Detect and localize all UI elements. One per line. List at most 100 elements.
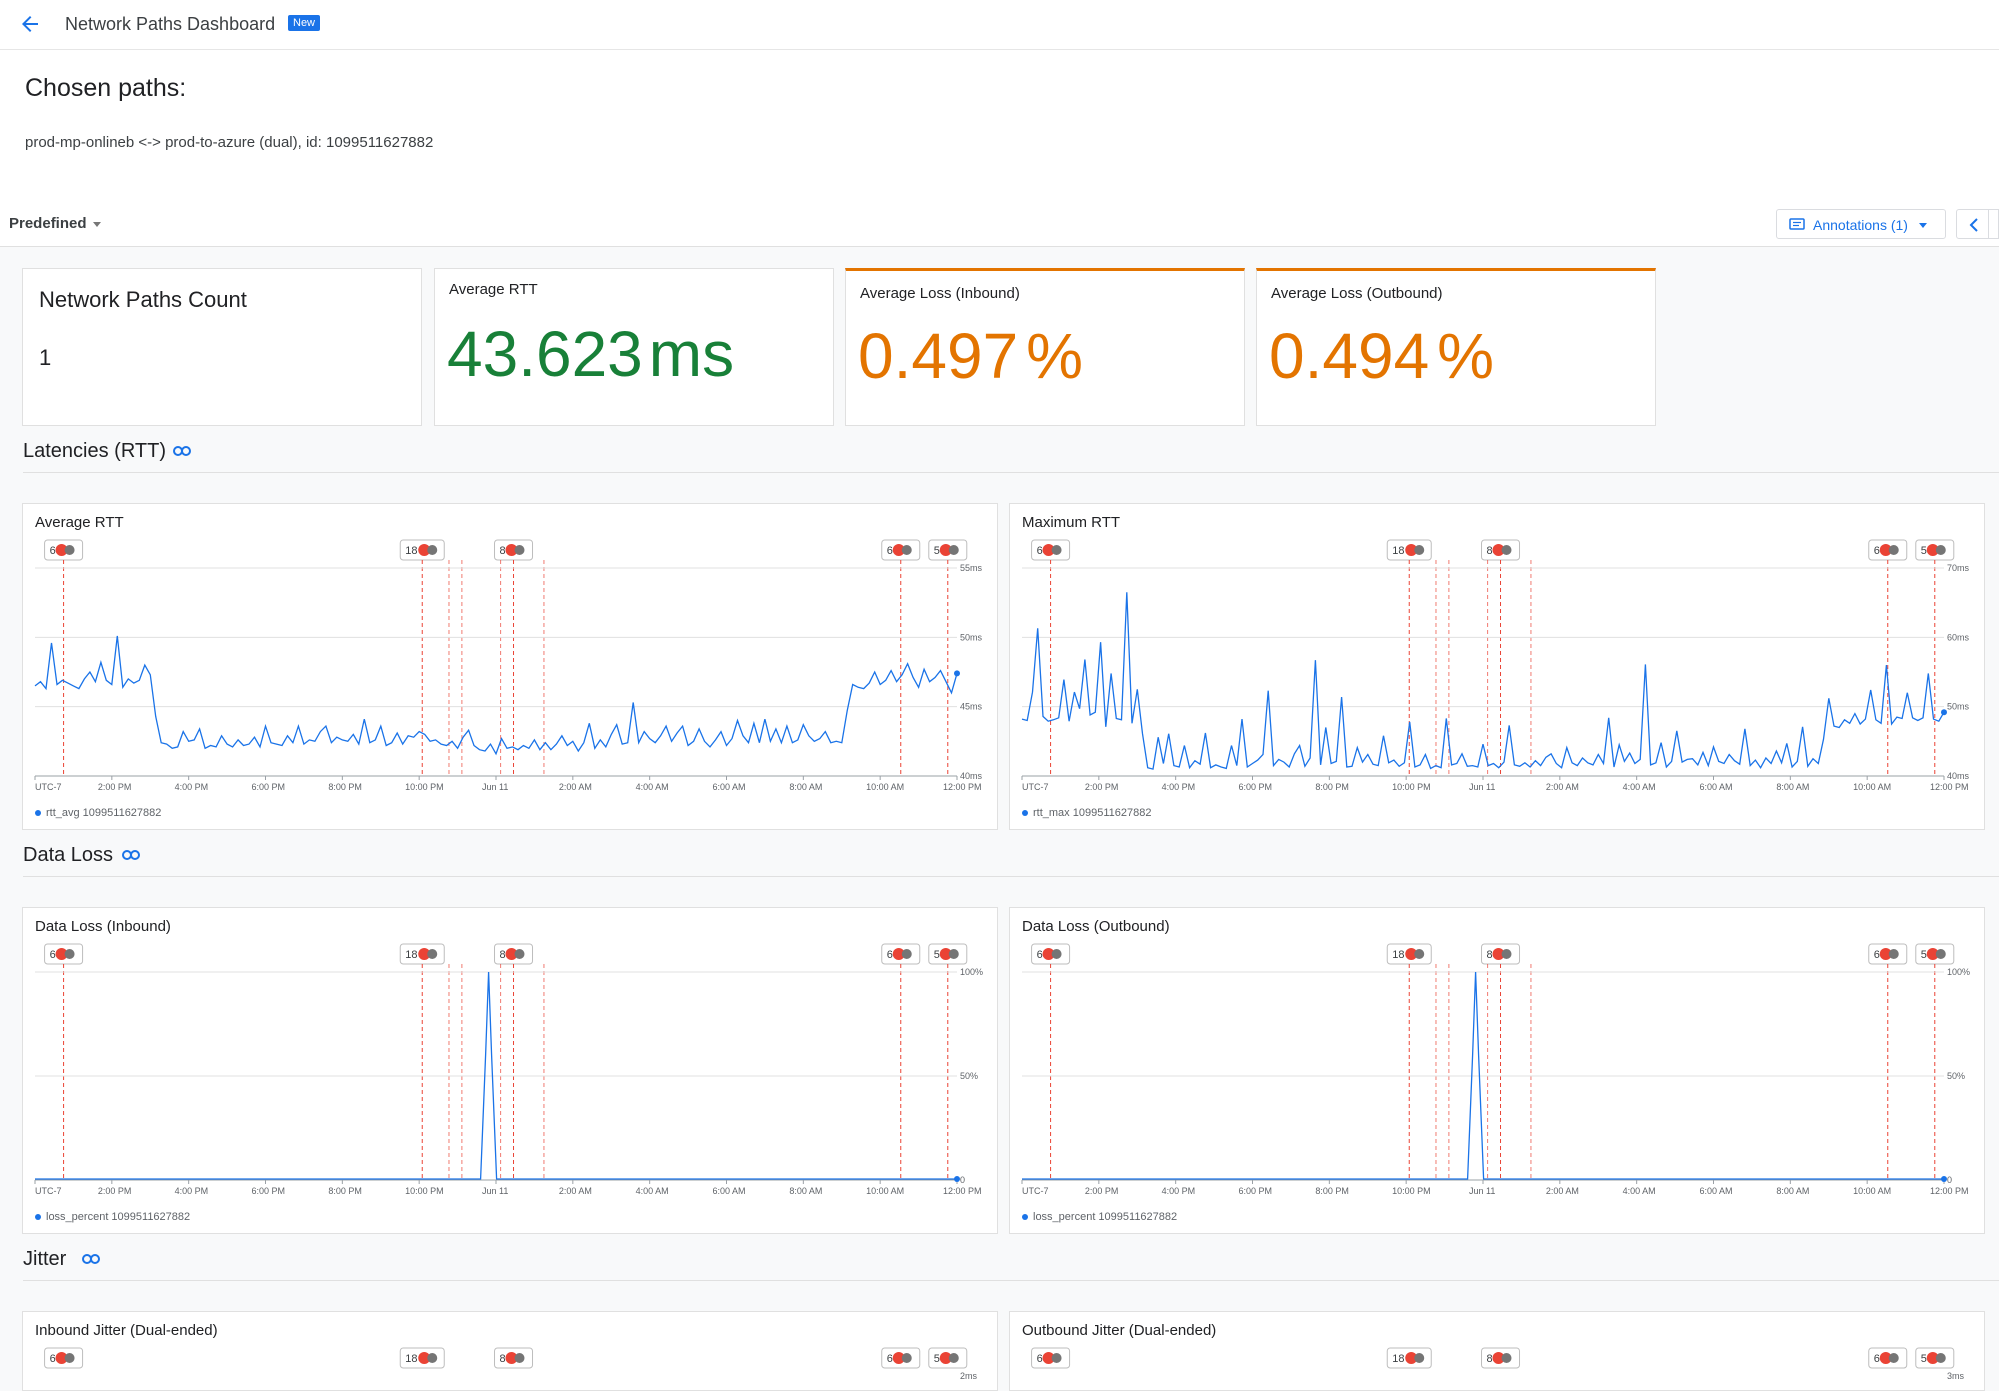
- y-tick-label: 55ms: [960, 563, 983, 573]
- back-arrow-icon[interactable]: [18, 12, 42, 36]
- annotation-marker-count: 8: [1487, 1353, 1493, 1365]
- alert-icon: [939, 1352, 952, 1364]
- annotation-count-icon: [901, 949, 912, 959]
- alert-icon: [1042, 1352, 1055, 1364]
- x-tick-label: 8:00 AM: [1776, 1186, 1809, 1196]
- annotation-count-icon: [64, 1353, 75, 1363]
- x-tick-label: 12:00 PM: [943, 1186, 982, 1196]
- link-icon[interactable]: [82, 1253, 100, 1265]
- x-tick-label: 10:00 PM: [405, 782, 444, 792]
- chart-title: Average RTT: [35, 514, 124, 531]
- annotation-marker: 8: [494, 539, 534, 561]
- annotation-marker: 6: [44, 1347, 84, 1369]
- annotation-marker-count: 18: [405, 949, 417, 961]
- section-divider: [23, 1280, 1999, 1281]
- annotation-marker: 18: [399, 1347, 445, 1369]
- section-data-loss: Data Loss: [23, 844, 140, 867]
- alert-icon: [1405, 948, 1418, 960]
- x-tick-label: 6:00 AM: [713, 1186, 746, 1196]
- dropdown-caret-icon: [92, 221, 101, 227]
- series-line: [1021, 592, 1945, 770]
- next-button[interactable]: [1988, 209, 1999, 239]
- new-badge: New: [288, 15, 321, 31]
- legend-label: rtt_max 1099511627882: [1033, 807, 1152, 819]
- y-tick-label: 40ms: [960, 771, 983, 781]
- x-tick-label: 10:00 AM: [866, 1186, 904, 1196]
- annotation-marker: 6: [881, 943, 921, 965]
- x-tick-label: Jun 11: [482, 1186, 508, 1196]
- annotation-marker-count: 5: [1921, 1353, 1927, 1365]
- annotation-marker: 6: [1031, 943, 1071, 965]
- annotation-marker-count: 18: [405, 1353, 417, 1365]
- x-tick-label: 8:00 AM: [1776, 782, 1809, 792]
- chart-plot: 6 18 8 6 5 70ms 60ms 50ms 40ms UTC-7 2:00 PM 4:00 P…: [1021, 539, 1970, 792]
- annotation-count-icon: [1051, 545, 1062, 555]
- alert-icon: [939, 544, 952, 556]
- x-tick-label: 2:00 PM: [1085, 1186, 1119, 1196]
- annotation-marker-count: 18: [1392, 949, 1404, 961]
- annotation-marker: 6: [44, 539, 84, 561]
- legend-dot: [35, 1214, 41, 1221]
- annotation-marker: 8: [1481, 539, 1521, 561]
- annotation-marker: 6: [1868, 539, 1908, 561]
- annotations-label: Annotations (1): [1813, 217, 1908, 233]
- annotation-count-icon: [1414, 545, 1425, 555]
- annotation-marker-count: 6: [50, 949, 56, 961]
- annotation-count-icon: [427, 1353, 438, 1363]
- previous-button[interactable]: [1956, 209, 1992, 239]
- x-tick-label: 4:00 AM: [1623, 1186, 1656, 1196]
- x-tick-label: Jun 11: [1469, 782, 1495, 792]
- kpi-number: 0.494: [1269, 320, 1430, 392]
- y-tick-label: 50%: [960, 1071, 978, 1081]
- annotation-marker-count: 5: [934, 1353, 940, 1365]
- link-icon[interactable]: [122, 849, 140, 861]
- annotation-count-icon: [1935, 949, 1946, 959]
- alert-icon: [505, 1352, 518, 1364]
- x-tick-label: 6:00 PM: [252, 1186, 286, 1196]
- annotation-count-icon: [64, 949, 75, 959]
- kpi-title: Network Paths Count: [39, 287, 247, 312]
- x-tick-label: 6:00 AM: [1700, 1186, 1733, 1196]
- annotation-count-icon: [1051, 1353, 1062, 1363]
- x-tick-label: 10:00 AM: [1853, 1186, 1891, 1196]
- alert-icon: [1405, 1352, 1418, 1364]
- x-tick-label: 6:00 AM: [713, 782, 746, 792]
- chart-legend: rtt_avg 1099511627882: [35, 807, 161, 819]
- legend-label: rtt_avg 1099511627882: [46, 807, 162, 819]
- x-tick-label: 10:00 AM: [866, 782, 904, 792]
- series-line: [1022, 971, 1944, 1180]
- annotation-count-icon: [948, 949, 959, 959]
- annotation-count-icon: [1501, 1353, 1512, 1363]
- chosen-paths-panel: Chosen paths: prod-mp-onlineb <-> prod-t…: [0, 50, 1999, 200]
- annotation-marker: 6: [1031, 539, 1071, 561]
- annotation-marker: 18: [1386, 539, 1432, 561]
- x-tick-label: 6:00 PM: [1239, 1186, 1273, 1196]
- x-tick-label: 8:00 PM: [328, 782, 362, 792]
- annotations-button[interactable]: Annotations (1): [1776, 209, 1946, 239]
- link-icon[interactable]: [173, 445, 191, 457]
- chart-title: Data Loss (Outbound): [1022, 918, 1170, 935]
- x-tick-label: 2:00 AM: [559, 782, 592, 792]
- x-tick-label: Jun 11: [482, 782, 508, 792]
- predefined-dropdown[interactable]: Predefined: [9, 215, 101, 232]
- annotation-count-icon: [1935, 1353, 1946, 1363]
- series-endpoint: [954, 1176, 960, 1182]
- x-tick-label: 4:00 PM: [175, 1186, 209, 1196]
- annotation-marker: 8: [494, 1347, 534, 1369]
- x-tick-label: 4:00 AM: [636, 1186, 669, 1196]
- chosen-paths-heading: Chosen paths:: [25, 74, 187, 102]
- annotation-marker: 8: [494, 943, 534, 965]
- y-tick-label: 100%: [960, 967, 983, 977]
- annotation-count-icon: [1501, 545, 1512, 555]
- annotation-marker-count: 8: [1487, 949, 1493, 961]
- x-tick-label: UTC-7: [35, 1186, 62, 1196]
- annotation-marker-count: 6: [1874, 545, 1880, 557]
- annotation-marker: 8: [1481, 943, 1521, 965]
- annotation-count-icon: [948, 1353, 959, 1363]
- annotation-marker: 18: [1386, 943, 1432, 965]
- x-tick-label: UTC-7: [1022, 1186, 1049, 1196]
- legend-label: loss_percent 1099511627882: [1033, 1211, 1178, 1223]
- annotation-marker: 6: [1868, 1347, 1908, 1369]
- y-tick-label: 70ms: [1947, 563, 1970, 573]
- alert-icon: [418, 948, 431, 960]
